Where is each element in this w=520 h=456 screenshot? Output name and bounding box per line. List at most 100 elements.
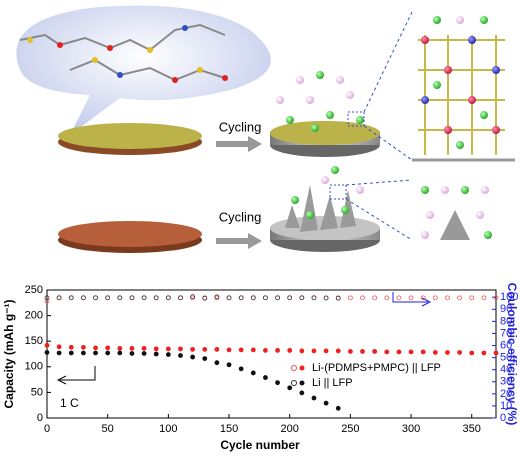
plot-frame xyxy=(46,289,497,419)
data-point xyxy=(190,294,196,300)
data-point xyxy=(299,390,305,396)
y2-tick-label: 90 xyxy=(500,303,512,315)
step-label: Cycling xyxy=(219,209,262,224)
data-point xyxy=(263,375,268,380)
y-axis-title: Capacity (mAh g⁻¹) xyxy=(2,299,16,408)
data-point xyxy=(372,349,378,354)
data-point xyxy=(445,295,450,301)
data-point xyxy=(44,342,50,348)
data-point xyxy=(493,350,499,356)
data-point xyxy=(347,295,353,301)
y-tick-label: 50 xyxy=(31,386,43,398)
data-point xyxy=(445,350,450,355)
data-point xyxy=(190,346,196,352)
data-point xyxy=(165,295,171,301)
data-point xyxy=(311,295,317,301)
data-point xyxy=(420,349,426,355)
data-point xyxy=(238,347,244,353)
data-point xyxy=(214,360,220,366)
data-point xyxy=(287,295,293,301)
x-tick-label: 0 xyxy=(44,423,50,435)
data-point xyxy=(311,395,317,401)
data-point xyxy=(250,347,256,353)
x-axis-title: Cycle number xyxy=(220,438,300,452)
annotation: 1 C xyxy=(60,396,79,410)
data-point xyxy=(202,346,208,352)
data-point xyxy=(165,346,171,352)
x-tick-label: 200 xyxy=(281,423,299,435)
data-point xyxy=(44,295,50,301)
data-point xyxy=(153,346,159,352)
data-point xyxy=(117,295,123,301)
chart: Cycle number Capacity (mAh g⁻¹) Coulombi… xyxy=(2,283,519,453)
data-point xyxy=(105,350,111,356)
data-point xyxy=(81,344,86,350)
data-point xyxy=(396,295,402,301)
data-point xyxy=(129,295,135,301)
data-point xyxy=(93,345,98,351)
data-point xyxy=(408,349,414,355)
y2-tick-label: 10 xyxy=(500,400,512,412)
data-point xyxy=(165,352,171,357)
legend-marker xyxy=(291,365,297,371)
data-point xyxy=(81,350,86,356)
data-point xyxy=(93,350,98,356)
data-point xyxy=(481,295,487,301)
x-tick-label: 300 xyxy=(402,423,420,435)
data-point xyxy=(396,349,402,355)
y2-axis-title: Coulombic efficiency (%) xyxy=(505,283,519,426)
data-point xyxy=(432,350,438,355)
legend-marker xyxy=(291,380,297,386)
data-point xyxy=(178,295,183,301)
data-point xyxy=(178,346,183,352)
data-point xyxy=(323,295,329,301)
data-point xyxy=(457,295,462,301)
data-point xyxy=(299,348,305,354)
data-point xyxy=(384,295,390,301)
data-point xyxy=(105,295,111,301)
data-point xyxy=(493,295,499,301)
data-point xyxy=(226,347,232,353)
data-point xyxy=(299,295,305,301)
y-tick-label: 150 xyxy=(25,335,43,347)
data-point xyxy=(238,366,244,372)
data-point xyxy=(178,353,183,358)
x-tick-label: 250 xyxy=(341,423,359,435)
data-point xyxy=(360,295,365,301)
data-point xyxy=(250,370,256,376)
data-point xyxy=(275,348,280,353)
y-tick-label: 100 xyxy=(25,361,43,373)
data-point xyxy=(457,350,462,355)
data-point xyxy=(129,351,135,356)
data-point xyxy=(275,295,280,301)
x-tick-label: 350 xyxy=(463,423,481,435)
y2-tick-label: 100 xyxy=(500,291,518,303)
data-point xyxy=(141,351,147,356)
data-point xyxy=(153,351,159,357)
data-point xyxy=(68,350,74,356)
data-point xyxy=(250,295,256,301)
y2-tick-label: 80 xyxy=(500,315,512,327)
data-point xyxy=(287,385,293,391)
data-point xyxy=(56,295,62,301)
axis-arrow xyxy=(56,366,96,385)
data-point xyxy=(384,349,390,355)
y-tick-label: 250 xyxy=(25,284,43,296)
x-tick-label: 150 xyxy=(220,423,238,435)
schematic: Cycling Cycling xyxy=(16,5,515,253)
x-tick-label: 50 xyxy=(102,423,114,435)
data-point xyxy=(93,295,98,301)
data-point xyxy=(335,295,341,301)
data-point xyxy=(263,348,268,353)
data-point xyxy=(335,405,341,411)
y2-tick-label: 0 xyxy=(500,412,506,424)
data-point xyxy=(311,348,317,354)
data-point xyxy=(226,295,232,301)
data-point xyxy=(68,344,74,350)
y2-tick-label: 70 xyxy=(500,327,512,339)
data-point xyxy=(153,295,159,301)
data-point xyxy=(323,400,329,406)
data-point xyxy=(347,349,353,354)
data-point xyxy=(81,295,86,301)
